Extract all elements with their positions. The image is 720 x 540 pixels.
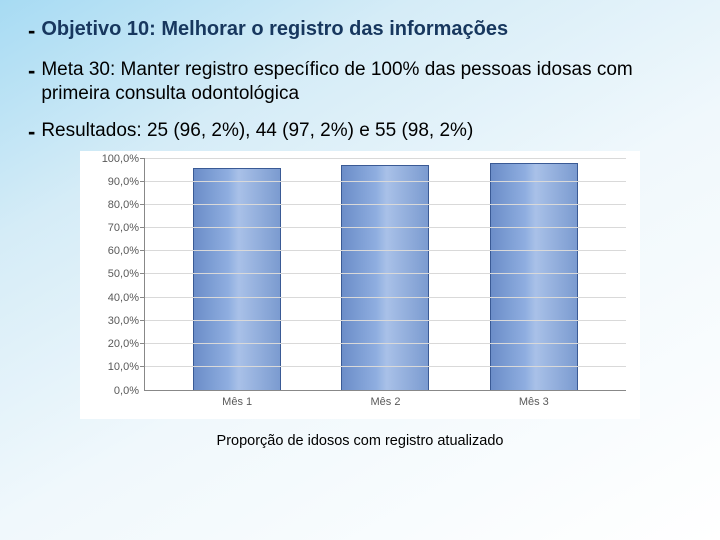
y-axis-tick [140,204,145,205]
meta-body: Manter registro específico de 100% das p… [41,59,632,104]
chart-bar [490,163,578,390]
chart-bar [193,168,281,390]
y-axis-label: 90,0% [108,176,145,188]
y-axis-label: 0,0% [114,385,145,397]
bar-chart: 0,0% Mês 1Mês 2Mês 3 10,0%20,0%30,0%40,0… [80,151,640,419]
chart-gridline [145,343,626,344]
chart-bar-slot: Mês 3 [460,159,608,390]
chart-bar-slot: Mês 2 [311,159,459,390]
title-line: - Objetivo 10: Melhorar o registro das i… [28,18,692,42]
y-axis-tick [140,250,145,251]
y-axis-tick [140,181,145,182]
meta-text: Meta 30: Manter registro específico de 1… [41,58,692,107]
chart-gridline [145,366,626,367]
chart-gridline [145,250,626,251]
meta-line: - Meta 30: Manter registro específico de… [28,58,692,107]
chart-gridline [145,227,626,228]
y-axis-label: 100,0% [102,153,145,165]
y-axis-label: 60,0% [108,245,145,257]
x-axis-label: Mês 3 [519,396,549,408]
chart-gridline [145,297,626,298]
chart-gridline [145,204,626,205]
y-axis-label: 70,0% [108,222,145,234]
x-axis-label: Mês 1 [222,396,252,408]
bullet-dash: - [28,20,35,42]
y-axis-label: 10,0% [108,361,145,373]
chart-bar [341,165,429,390]
chart-gridline [145,181,626,182]
y-axis-tick [140,366,145,367]
y-axis-label: 40,0% [108,292,145,304]
y-axis-tick [140,227,145,228]
y-axis-tick [140,158,145,159]
bullet-dash: - [28,121,35,143]
chart-gridline [145,273,626,274]
bullet-dash: - [28,60,35,82]
y-axis-label: 80,0% [108,199,145,211]
chart-gridline [145,320,626,321]
results-line: - Resultados: 25 (96, 2%), 44 (97, 2%) e… [28,119,692,143]
x-axis-label: Mês 2 [371,396,401,408]
chart-plot-area: 0,0% Mês 1Mês 2Mês 3 10,0%20,0%30,0%40,0… [144,159,626,391]
page-title: Objetivo 10: Melhorar o registro das inf… [41,18,508,41]
y-axis-label: 30,0% [108,315,145,327]
chart-bars-container: Mês 1Mês 2Mês 3 [145,159,626,390]
chart-gridline [145,158,626,159]
y-axis-tick [140,273,145,274]
meta-prefix: Meta 30: [41,59,115,80]
y-axis-label: 20,0% [108,338,145,350]
chart-caption: Proporção de idosos com registro atualiz… [28,433,692,449]
y-axis-label: 50,0% [108,268,145,280]
y-axis-tick [140,297,145,298]
y-axis-tick [140,343,145,344]
chart-bar-slot: Mês 1 [163,159,311,390]
y-axis-tick [140,320,145,321]
results-text: Resultados: 25 (96, 2%), 44 (97, 2%) e 5… [41,119,473,143]
